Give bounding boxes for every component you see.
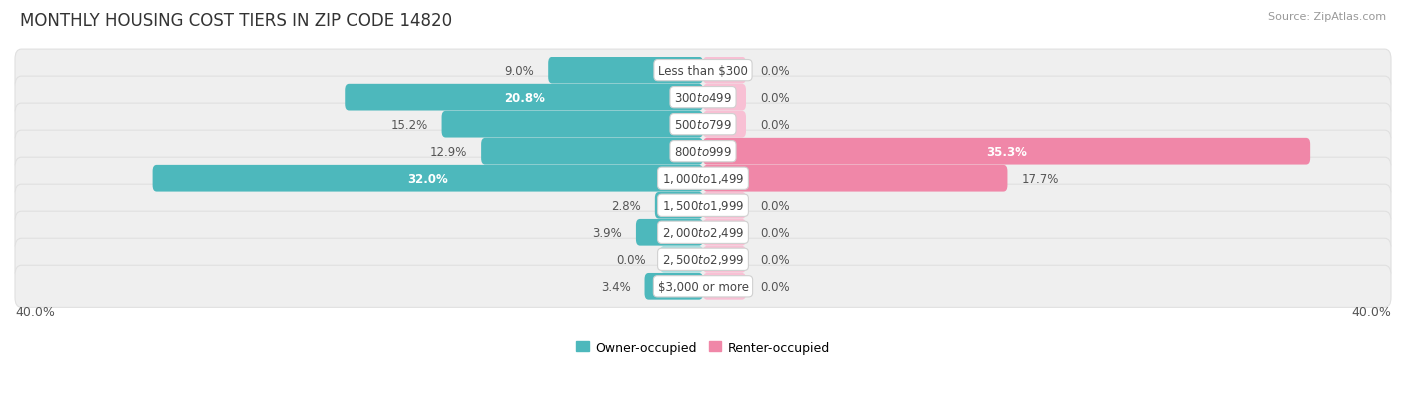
FancyBboxPatch shape xyxy=(153,166,703,192)
FancyBboxPatch shape xyxy=(15,266,1391,308)
Text: 0.0%: 0.0% xyxy=(759,119,789,131)
FancyBboxPatch shape xyxy=(481,138,703,165)
Text: 0.0%: 0.0% xyxy=(759,253,789,266)
Text: $1,500 to $1,999: $1,500 to $1,999 xyxy=(662,199,744,213)
FancyBboxPatch shape xyxy=(15,185,1391,227)
FancyBboxPatch shape xyxy=(703,192,747,219)
FancyBboxPatch shape xyxy=(703,112,747,138)
Text: 3.9%: 3.9% xyxy=(592,226,623,239)
FancyBboxPatch shape xyxy=(703,166,1008,192)
FancyBboxPatch shape xyxy=(15,158,1391,200)
FancyBboxPatch shape xyxy=(15,104,1391,146)
FancyBboxPatch shape xyxy=(703,138,1310,165)
Text: 17.7%: 17.7% xyxy=(1021,172,1059,185)
Text: 0.0%: 0.0% xyxy=(617,253,647,266)
FancyBboxPatch shape xyxy=(636,219,703,246)
FancyBboxPatch shape xyxy=(703,58,747,84)
Text: 20.8%: 20.8% xyxy=(503,91,544,104)
FancyBboxPatch shape xyxy=(703,246,747,273)
FancyBboxPatch shape xyxy=(703,273,747,300)
FancyBboxPatch shape xyxy=(644,273,703,300)
Text: 12.9%: 12.9% xyxy=(430,145,467,158)
Text: 35.3%: 35.3% xyxy=(986,145,1026,158)
Text: 2.8%: 2.8% xyxy=(612,199,641,212)
Text: 3.4%: 3.4% xyxy=(600,280,631,293)
Text: 0.0%: 0.0% xyxy=(759,91,789,104)
Text: $2,000 to $2,499: $2,000 to $2,499 xyxy=(662,226,744,240)
Text: 0.0%: 0.0% xyxy=(759,226,789,239)
Text: $300 to $499: $300 to $499 xyxy=(673,91,733,104)
Text: 0.0%: 0.0% xyxy=(759,64,789,78)
Text: 9.0%: 9.0% xyxy=(505,64,534,78)
FancyBboxPatch shape xyxy=(15,131,1391,173)
Text: Less than $300: Less than $300 xyxy=(658,64,748,78)
FancyBboxPatch shape xyxy=(346,85,703,111)
Text: 40.0%: 40.0% xyxy=(1351,305,1391,318)
Text: $3,000 or more: $3,000 or more xyxy=(658,280,748,293)
Text: $500 to $799: $500 to $799 xyxy=(673,119,733,131)
Text: $800 to $999: $800 to $999 xyxy=(673,145,733,158)
Legend: Owner-occupied, Renter-occupied: Owner-occupied, Renter-occupied xyxy=(571,336,835,359)
FancyBboxPatch shape xyxy=(15,239,1391,281)
Text: 0.0%: 0.0% xyxy=(759,199,789,212)
Text: 40.0%: 40.0% xyxy=(15,305,55,318)
FancyBboxPatch shape xyxy=(703,219,747,246)
FancyBboxPatch shape xyxy=(15,212,1391,254)
FancyBboxPatch shape xyxy=(441,112,703,138)
FancyBboxPatch shape xyxy=(15,50,1391,92)
FancyBboxPatch shape xyxy=(15,77,1391,119)
Text: 32.0%: 32.0% xyxy=(408,172,449,185)
FancyBboxPatch shape xyxy=(703,85,747,111)
Text: MONTHLY HOUSING COST TIERS IN ZIP CODE 14820: MONTHLY HOUSING COST TIERS IN ZIP CODE 1… xyxy=(20,12,451,30)
Text: 15.2%: 15.2% xyxy=(391,119,427,131)
FancyBboxPatch shape xyxy=(548,58,703,84)
FancyBboxPatch shape xyxy=(655,192,703,219)
FancyBboxPatch shape xyxy=(659,246,703,273)
Text: Source: ZipAtlas.com: Source: ZipAtlas.com xyxy=(1268,12,1386,22)
Text: 0.0%: 0.0% xyxy=(759,280,789,293)
Text: $1,000 to $1,499: $1,000 to $1,499 xyxy=(662,172,744,186)
Text: $2,500 to $2,999: $2,500 to $2,999 xyxy=(662,253,744,267)
